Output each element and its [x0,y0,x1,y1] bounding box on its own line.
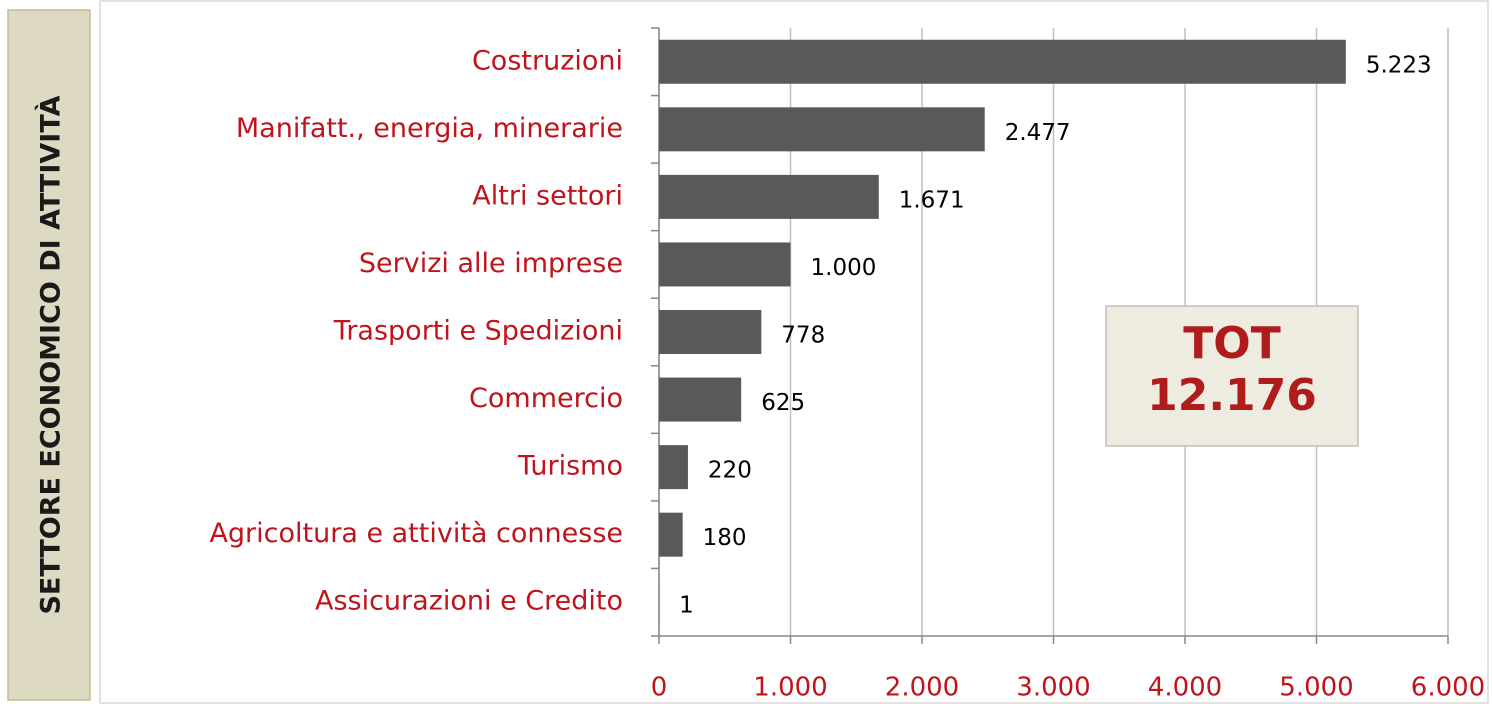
category-label: Manifatt., energia, minerarie [236,113,623,144]
x-tick-label: 2.000 [885,673,959,703]
x-tick-label: 3.000 [1016,673,1090,703]
bar [659,377,742,422]
bar [659,242,791,287]
value-label: 1 [679,593,694,619]
bar [659,107,985,152]
value-label: 778 [781,323,825,349]
category-label: Altri settori [472,180,623,211]
total-box [1105,305,1359,447]
bar [659,174,879,219]
bar [659,310,762,354]
value-label: 2.477 [1005,120,1071,146]
bar-layer: Costruzioni 5.223 Manifatt., energia, mine… [209,39,1432,625]
category-label: Trasporti e Spedizioni [333,316,623,347]
category-label: Commercio [469,383,623,414]
category-label: Turismo [517,451,623,482]
value-label: 1.000 [811,255,877,281]
category-label: Agricoltura e attività connesse [209,518,623,549]
x-tick-label: 0 [651,673,668,703]
x-tick-label: 5.000 [1279,673,1353,703]
y-label-panel [7,9,91,701]
bar [659,39,1346,84]
x-tick-label: 1.000 [753,673,827,703]
total-label: TOT [1183,318,1280,369]
value-label: 1.671 [899,187,965,213]
bar [659,445,688,490]
category-label: Assicurazioni e Credito [315,586,623,617]
x-tick-label: 6.000 [1411,673,1485,703]
total-value: 12.176 [1147,370,1317,421]
value-label: 180 [703,525,747,551]
value-label: 5.223 [1366,52,1432,78]
plot-border [99,0,1489,704]
bar [659,512,683,557]
value-label: 220 [708,458,752,484]
y-axis-label: SETTORE ECONOMICO DI ATTIVITÀ [35,95,67,614]
x-tick-label: 4.000 [1148,673,1222,703]
category-label: Costruzioni [472,45,623,76]
value-label: 625 [761,390,805,416]
category-label: Servizi alle imprese [359,248,623,279]
